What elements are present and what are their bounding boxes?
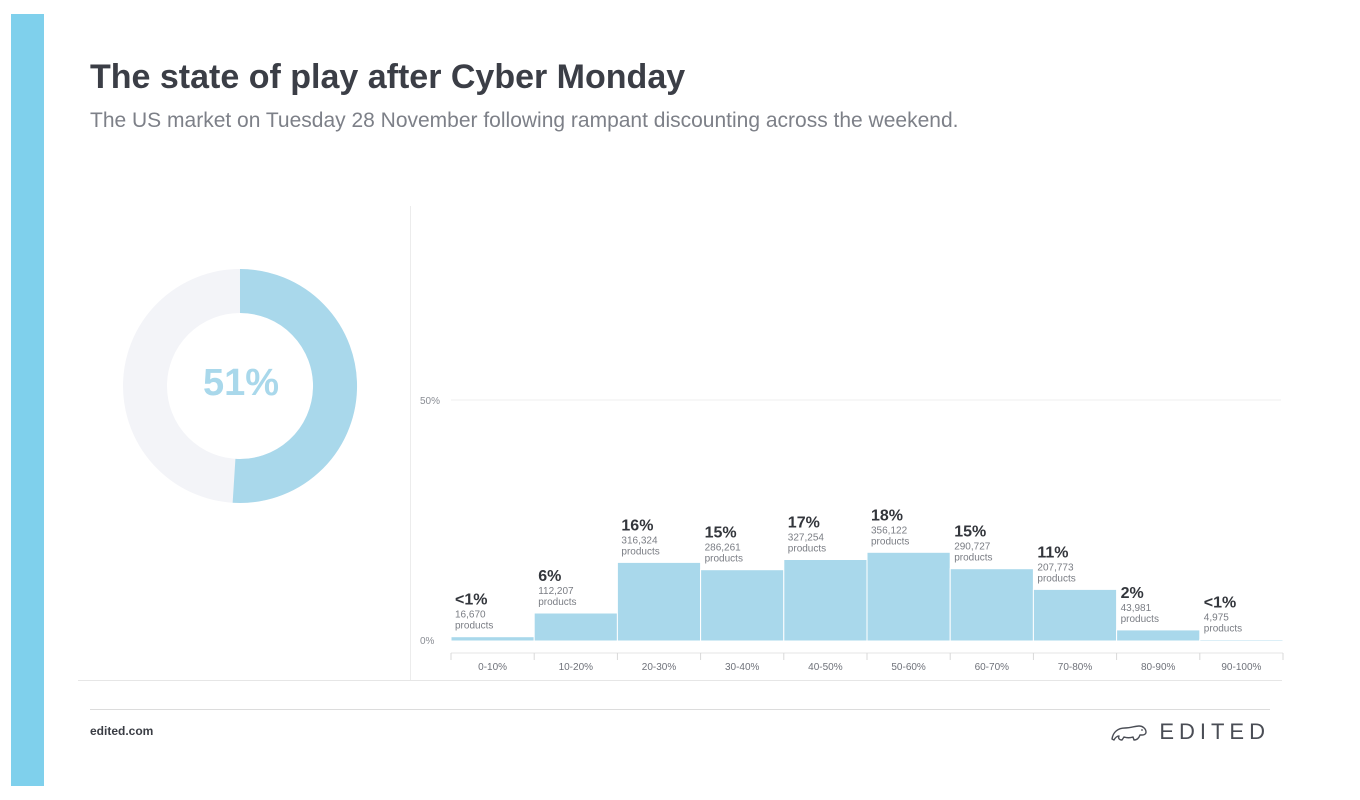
bar-percent-label: <1% (455, 592, 487, 609)
bar-count-label: 112,207 (538, 586, 574, 597)
bar-unit-label: products (621, 546, 659, 557)
bar-count-label: 43,981 (1121, 603, 1152, 614)
page-title: The state of play after Cyber Monday (90, 58, 686, 96)
x-tick-label: 40-50% (808, 662, 843, 673)
bar[interactable] (1032, 588, 1118, 642)
bar[interactable] (1199, 639, 1284, 642)
bar-count-label: 207,773 (1037, 562, 1074, 573)
bar[interactable] (450, 636, 535, 642)
donut-arc (232, 269, 357, 503)
page-subtitle: The US market on Tuesday 28 November fol… (90, 109, 959, 132)
bar[interactable] (949, 568, 1034, 642)
bar-unit-label: products (538, 597, 576, 608)
bar-count-label: 4,975 (1204, 613, 1229, 624)
accent-bar (11, 14, 44, 786)
bar-unit-label: products (1037, 573, 1075, 584)
chart-baseline-divider (78, 680, 1282, 681)
footer-site-link[interactable]: edited.com (90, 724, 154, 738)
bar-percent-label: 16% (621, 517, 653, 534)
bar[interactable] (533, 612, 618, 642)
x-tick-label: 60-70% (975, 662, 1010, 673)
bar-count-label: 290,727 (954, 542, 991, 553)
chart-divider (410, 206, 411, 680)
bar-unit-label: products (705, 554, 743, 565)
bar-count-label: 316,324 (621, 535, 658, 546)
bar-unit-label: products (954, 553, 992, 564)
bar-count-label: 16,670 (455, 610, 486, 621)
x-tick-label: 30-40% (725, 662, 760, 673)
bar-percent-label: <1% (1204, 595, 1236, 612)
y-tick-label: 50% (420, 396, 440, 407)
bar[interactable] (700, 569, 785, 642)
bar[interactable] (783, 559, 868, 642)
x-tick-label: 0-10% (478, 662, 507, 673)
bar-unit-label: products (1204, 624, 1242, 635)
footer-divider (90, 709, 1270, 710)
bar-percent-label: 17% (788, 515, 820, 532)
x-tick-label: 70-80% (1058, 662, 1093, 673)
x-tick-label: 20-30% (642, 662, 677, 673)
x-tick-label: 80-90% (1141, 662, 1176, 673)
x-tick-label: 90-100% (1221, 662, 1261, 673)
bar-unit-label: products (1121, 614, 1159, 625)
bar-count-label: 286,261 (705, 543, 742, 554)
x-tick-label: 10-20% (559, 662, 594, 673)
donut-chart (123, 269, 357, 503)
polar-bear-icon (1111, 725, 1148, 741)
x-tick-label: 50-60% (891, 662, 926, 673)
bar-percent-label: 11% (1037, 544, 1068, 561)
bar-percent-label: 15% (705, 525, 737, 542)
bar-percent-label: 15% (954, 524, 986, 541)
bar[interactable] (616, 561, 702, 642)
bar-unit-label: products (788, 544, 826, 555)
bar-count-label: 356,122 (871, 525, 908, 536)
y-tick-label: 0% (420, 636, 435, 647)
brand-logo: EDITED (1109, 719, 1270, 745)
bar-count-label: 327,254 (788, 533, 825, 544)
brand-wordmark: EDITED (1159, 719, 1270, 744)
bar-percent-label: 6% (538, 568, 561, 585)
bar-percent-label: 18% (871, 507, 903, 524)
bar-unit-label: products (871, 536, 909, 547)
bar[interactable] (866, 551, 951, 642)
donut-value-label: 51% (202, 362, 280, 404)
bar[interactable] (1116, 629, 1201, 642)
bar-percent-label: 2% (1121, 585, 1144, 602)
bar-unit-label: products (455, 621, 493, 632)
